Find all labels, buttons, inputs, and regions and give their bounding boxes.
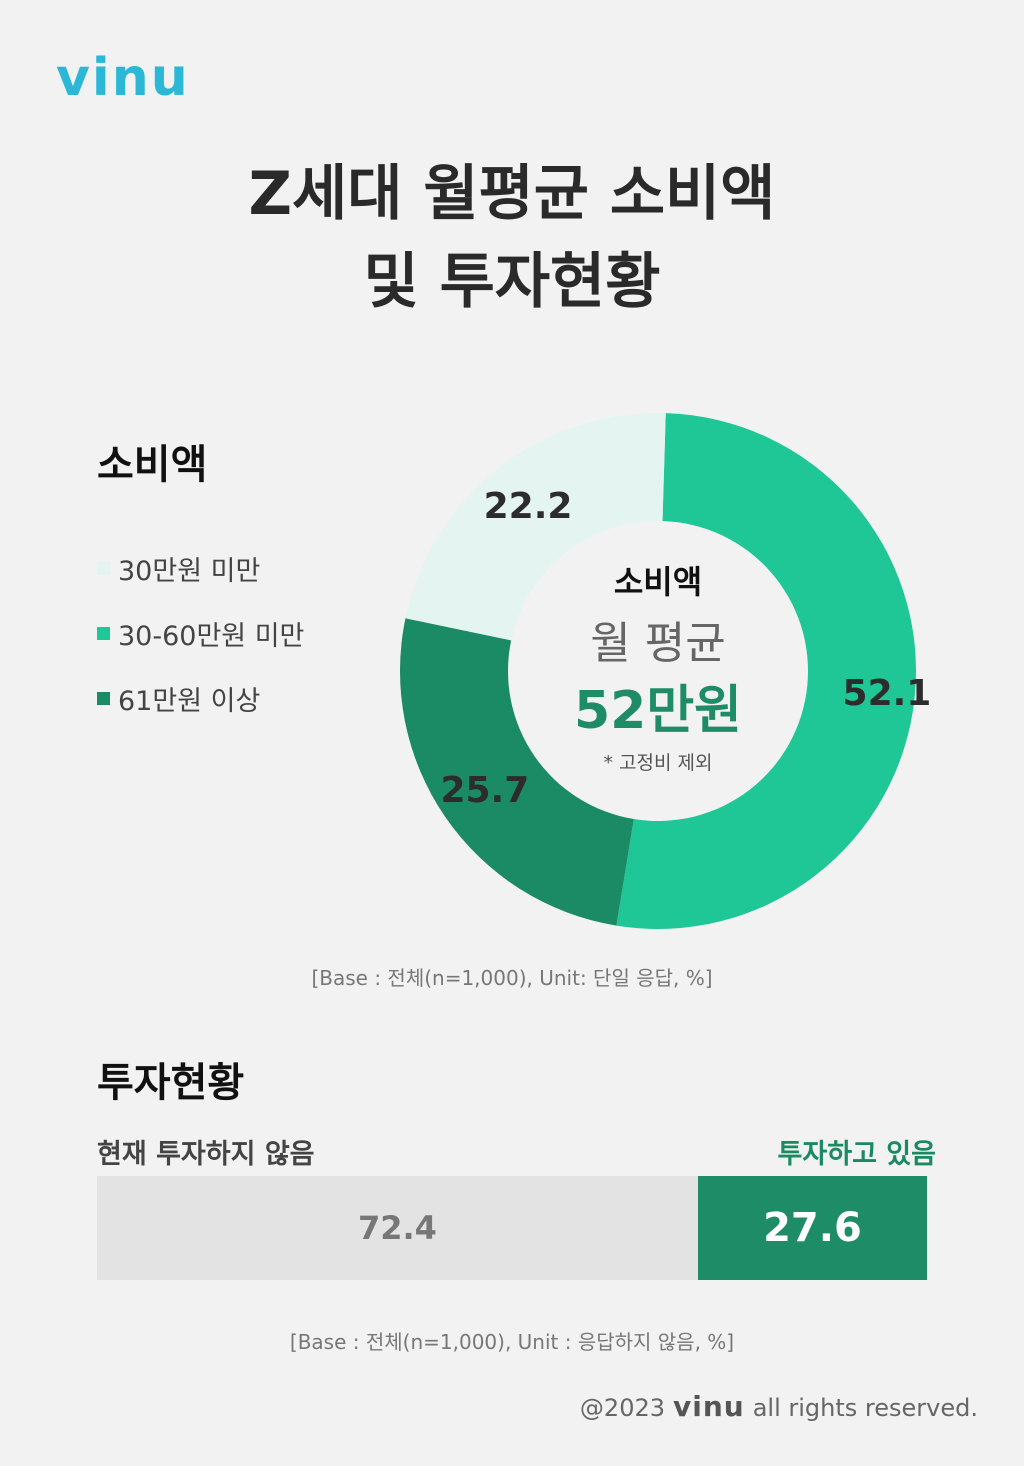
brand-logo: vinu <box>56 48 190 108</box>
spending-base-note: [Base : 전체(n=1,000), Unit: 단일 응답, %] <box>311 966 713 990</box>
footer-suffix: all rights reserved. <box>752 1394 978 1422</box>
legend-swatch-under-30 <box>97 561 110 575</box>
legend-swatch-30-60 <box>97 626 110 640</box>
page-title-line1: Z세대 월평균 소비액 <box>248 159 776 229</box>
spending-heading: 소비액 <box>97 442 208 488</box>
legend-item-30-60: 30-60만원 미만 <box>97 613 304 653</box>
legend-label-under-30: 30만원 미만 <box>118 555 261 587</box>
bar-value-not-investing: 72.4 <box>357 1209 437 1247</box>
investment-base-note: [Base : 전체(n=1,000), Unit : 응답하지 않음, %] <box>289 1330 735 1354</box>
bar-segment-not-investing: 72.4 <box>97 1176 698 1280</box>
donut-center-subtitle: 월 평균 <box>590 618 725 669</box>
donut-labels: 52.1 25.7 22.2 <box>440 486 931 811</box>
bar-segment-investing: 27.6 <box>697 1176 927 1280</box>
bar-label-not-investing: 현재 투자하지 않음 <box>97 1139 315 1170</box>
donut-center-title: 소비액 <box>614 563 702 601</box>
donut-slice-under-30 <box>405 413 666 641</box>
legend-label-30-60: 30-60만원 미만 <box>118 620 305 652</box>
bar-label-investing: 투자하고 있음 <box>777 1139 936 1170</box>
bar-value-investing: 27.6 <box>763 1205 862 1251</box>
donut-label-61-plus: 25.7 <box>440 770 529 811</box>
donut-slices <box>400 413 916 929</box>
footer-prefix: @2023 <box>579 1394 665 1422</box>
legend-label-61-plus: 61만원 이상 <box>118 685 261 717</box>
page-title-line2: 및 투자현황 <box>363 247 661 317</box>
page-title: Z세대 월평균 소비액 및 투자현황 <box>0 150 1024 326</box>
legend-item-under-30: 30만원 미만 <box>97 548 304 588</box>
footer-logo: vinu <box>673 1390 745 1423</box>
spending-donut-chart: 52.1 25.7 22.2 소비액 월 평균 52만원 * 고정비 제외 <box>400 413 931 929</box>
investment-stacked-bar: 72.4 27.6 <box>97 1176 927 1280</box>
legend-swatch-61-plus <box>97 691 110 705</box>
donut-center-value: 52만원 <box>574 681 742 741</box>
donut-center-note: * 고정비 제외 <box>604 752 713 774</box>
donut-label-30-60: 52.1 <box>843 673 932 714</box>
investment-heading: 투자현황 <box>97 1060 245 1106</box>
donut-label-under-30: 22.2 <box>484 486 573 527</box>
donut-slice-61-plus <box>400 618 634 926</box>
legend-item-61-plus: 61만원 이상 <box>97 678 304 718</box>
spending-legend: 30만원 미만 30-60만원 미만 61만원 이상 <box>97 548 304 743</box>
donut-slice-30-60 <box>616 413 916 929</box>
footer: @2023 vinu all rights reserved. <box>580 1390 978 1423</box>
